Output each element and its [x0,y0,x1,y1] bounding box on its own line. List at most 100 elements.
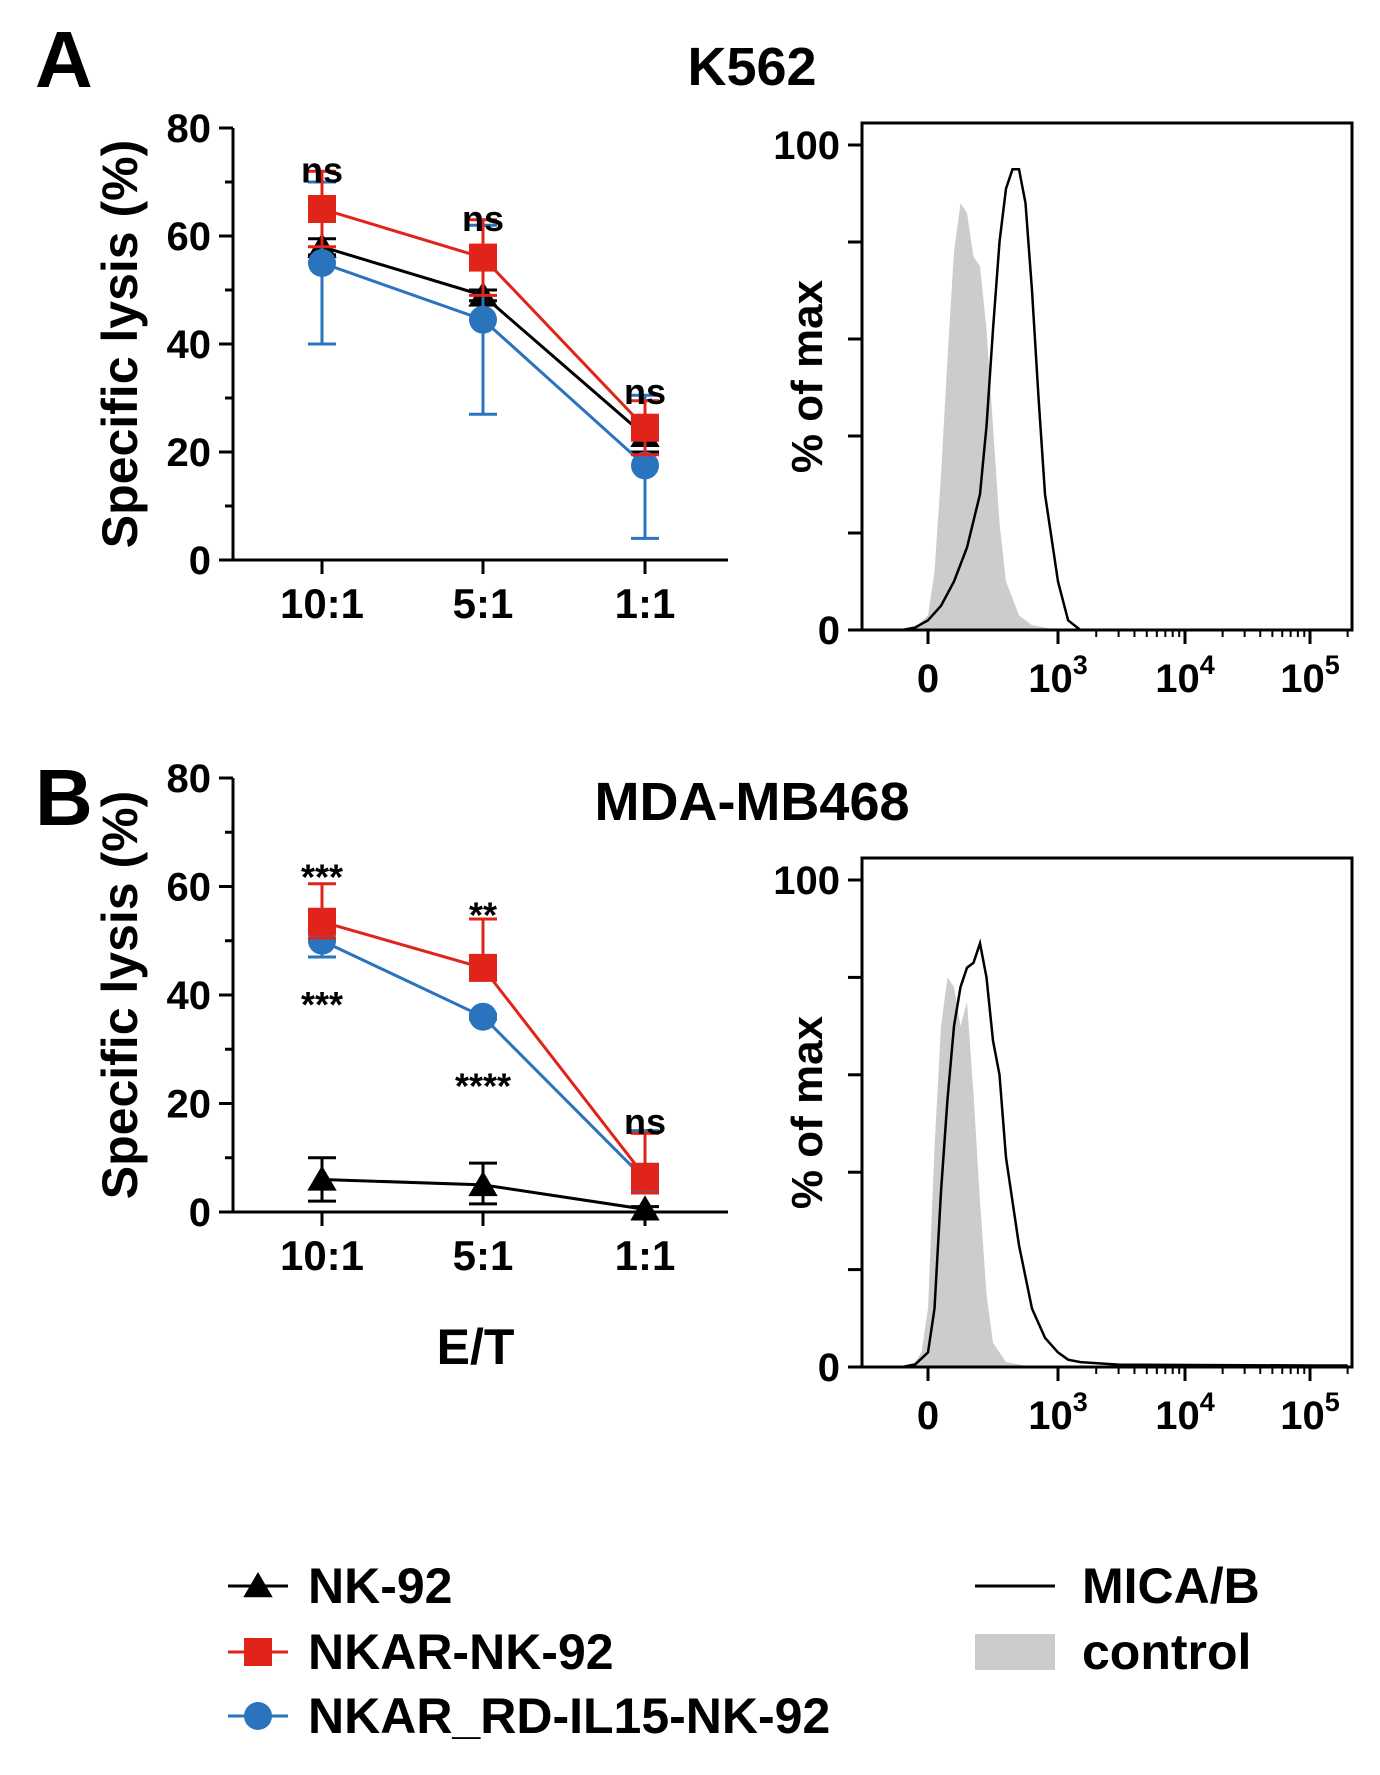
y-tick-label: 100 [773,124,840,168]
y-axis-label: % of max [783,1015,832,1209]
legend-item-mica: MICA/B [975,1558,1260,1614]
lysis-chart-k562: 0 20 40 60 80 10:1 5:1 1:1 Specific lysis (%) ns n… [92,107,728,627]
x-tick-base: 10 [1155,657,1200,701]
x-axis-label: E/T [437,1319,515,1375]
x-tick-label: 10:1 [280,1232,364,1279]
x-tick-base: 10 [1280,657,1325,701]
data-point-marker [468,1170,498,1197]
legend-swatch [975,1634,1055,1670]
lysis-chart-mda-mb468: 0 20 40 60 80 10:1 5:1 1:1 Specific lysis (%) E/T… [92,757,728,1375]
data-point-marker [469,1002,497,1031]
significance-label: *** [301,984,343,1025]
legend-label: control [1082,1624,1251,1680]
x-tick-base: 0 [917,657,939,701]
x-tick-base: 10 [1280,1394,1325,1438]
legend-staining: MICA/B control [975,1558,1260,1680]
significance-label: ns [462,198,504,239]
series-nkar [308,882,659,1195]
x-tick-base: 10 [1155,1394,1200,1438]
x-tick-label: 10:1 [280,580,364,627]
x-tick-base: 0 [917,1394,939,1438]
significance-label: ns [301,150,343,191]
y-tick-label: 80 [167,107,212,151]
x-tick-exponent: 5 [1325,1387,1340,1417]
series-il15 [308,180,659,540]
panel-b-letter: B [35,753,93,842]
series-nk92 [307,1156,660,1221]
significance-label: ns [624,371,666,412]
legend-label: NK-92 [308,1558,452,1614]
data-point-marker [469,243,497,272]
data-point-marker [630,1195,660,1221]
data-point-marker [308,907,336,936]
significance-label: *** [301,857,343,898]
x-tick-label: 1:1 [615,580,676,627]
y-tick-label: 40 [167,323,212,367]
x-tick-label: 104 [1155,1387,1215,1438]
data-point-marker [631,413,659,442]
x-tick-exponent: 4 [1200,650,1215,680]
y-tick-label: 0 [818,1346,840,1390]
y-tick-label: 80 [167,757,212,801]
legend-marker [243,1572,273,1598]
y-tick-label: 60 [167,215,212,259]
x-tick-label: 104 [1155,650,1215,701]
panel-b-title: MDA-MB468 [594,772,909,832]
y-tick-label: 60 [167,866,212,910]
significance-label: ** [469,895,497,936]
legend-item-il15: NKAR_RD-IL15-NK-92 [228,1688,830,1744]
y-axis-label: % of max [783,279,832,473]
data-point-marker [308,249,336,277]
series-nkar [308,169,659,457]
x-tick-base: 10 [1028,657,1073,701]
legend-marker [244,1638,272,1666]
legend-marker [244,1702,272,1730]
y-tick-label: 20 [167,431,212,475]
data-point-marker [631,451,659,480]
plot-frame [860,121,1354,632]
x-tick-exponent: 5 [1325,650,1340,680]
x-tick-label: 0 [917,657,939,701]
y-tick-label: 0 [189,1191,211,1235]
legend-label: NKAR-NK-92 [308,1624,614,1680]
x-tick-label: 103 [1028,650,1088,701]
mica-histogram-line [901,168,1082,632]
x-tick-label: 5:1 [453,1232,514,1279]
x-tick-label: 1:1 [615,1232,676,1279]
y-tick-label: 100 [773,859,840,903]
x-tick-label: 103 [1028,1387,1088,1438]
legend-item-control: control [975,1624,1251,1680]
significance-label: **** [455,1066,511,1107]
control-histogram-area [899,977,1032,1367]
legend-item-nkar: NKAR-NK-92 [228,1624,614,1680]
legend-item-nk92: NK-92 [228,1558,452,1614]
data-point-marker [469,305,497,334]
legend-label: MICA/B [1082,1558,1260,1614]
legend-effector-cells: NK-92 NKAR-NK-92 NKAR_RD-IL15-NK-92 [228,1558,830,1744]
y-tick-label: 0 [189,539,211,583]
y-tick-label: 20 [167,1083,212,1127]
panel-a-title: K562 [687,37,816,97]
x-tick-exponent: 3 [1073,1387,1088,1417]
panel-a-letter: A [35,15,93,104]
x-tick-exponent: 4 [1200,1387,1215,1417]
y-axis-label: Specific lysis (%) [92,140,148,549]
mica-histogram-line [901,938,1348,1369]
y-axis-label: Specific lysis (%) [92,791,148,1200]
x-tick-label: 0 [917,1394,939,1438]
y-tick-label: 0 [818,609,840,653]
plot-frame [860,856,1354,1369]
significance-label: ns [624,1101,666,1142]
x-tick-base: 10 [1028,1394,1073,1438]
data-point-marker [469,953,497,982]
data-point-marker [307,1165,337,1191]
x-tick-exponent: 3 [1073,650,1088,680]
x-tick-label: 105 [1280,1387,1340,1438]
control-histogram-area [899,203,1058,630]
data-point-marker [631,1162,659,1191]
y-tick-label: 40 [167,974,212,1018]
legend-label: NKAR_RD-IL15-NK-92 [308,1688,830,1744]
